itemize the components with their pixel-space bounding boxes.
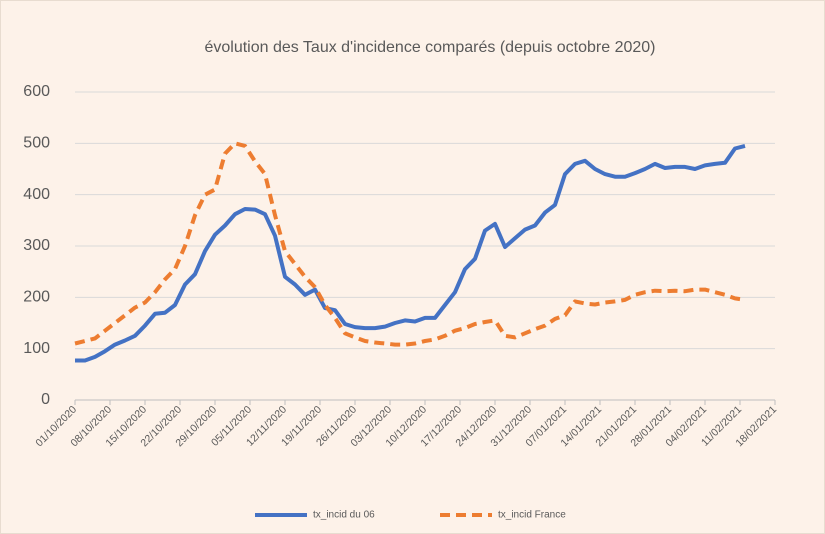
series-line bbox=[75, 143, 746, 363]
y-tick-label: 500 bbox=[23, 135, 50, 152]
y-tick-label: 200 bbox=[23, 289, 50, 306]
y-tick-label: 0 bbox=[41, 391, 50, 408]
y-tick-label: 600 bbox=[23, 83, 50, 100]
legend-label: tx_incid du 06 bbox=[313, 510, 375, 521]
y-tick-label: 100 bbox=[23, 340, 50, 357]
y-tick-label: 400 bbox=[23, 186, 50, 203]
chart-title: évolution des Taux d'incidence comparés … bbox=[204, 39, 655, 56]
legend-label: tx_incid France bbox=[498, 510, 566, 521]
y-tick-label: 300 bbox=[23, 237, 50, 254]
series-line bbox=[74, 141, 746, 347]
